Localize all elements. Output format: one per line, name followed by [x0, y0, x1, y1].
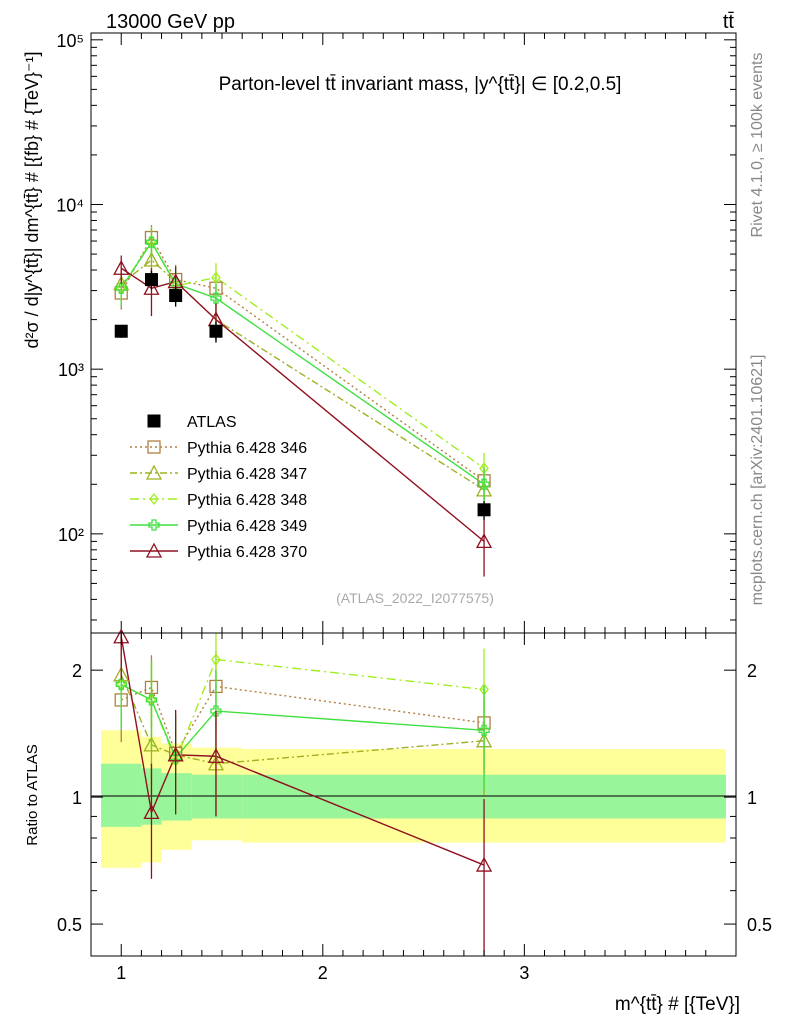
ratio-band-inner: [101, 763, 142, 827]
data-point-p349: [170, 278, 182, 290]
data-point-p349: [210, 292, 222, 304]
ratio-y-axis-label: Ratio to ATLAS: [24, 744, 41, 845]
ratio-point-p349: [478, 724, 490, 736]
ratio-point-p349: [145, 694, 158, 706]
main-y-tick-label: 10⁵: [57, 31, 84, 51]
main-y-axis-label: d²σ / d|y^{tt̄}| dm^{tt̄} # [{fb} # {TeV…: [22, 51, 42, 348]
main-ticks: 10² 10³ 10⁴ 10⁵: [56, 31, 736, 633]
legend-label-p370: Pythia 6.428 370: [187, 544, 307, 561]
data-point-atlas: [144, 273, 158, 287]
ratio-y-tick-label-right: 2: [747, 661, 757, 681]
data-point-p370: [143, 279, 160, 295]
main-y-tick-label: 10²: [58, 525, 84, 545]
data-point-p370: [113, 259, 130, 275]
x-tick-label: 1: [116, 963, 126, 983]
legend-marker-p348: [149, 492, 159, 506]
ratio-line-p346: [120, 685, 485, 755]
data-point-atlas: [114, 324, 128, 338]
main-plot-frame: [90, 32, 737, 634]
data-point-atlas: [477, 503, 491, 517]
data-point-atlas: [209, 324, 223, 338]
legend-label-p347: Pythia 6.428 347: [187, 466, 307, 483]
ratio-y-tick-label-right: 0.5: [747, 915, 772, 935]
data-point-p347: [143, 251, 160, 267]
energy-label: 13000 GeV pp: [106, 11, 235, 33]
main-y-tick-label: 10³: [58, 360, 84, 380]
main-series-marks: [113, 225, 493, 577]
main-y-tick-label: 10⁴: [56, 195, 84, 215]
ratio-band-inner: [191, 774, 243, 819]
x-tick-label: 3: [519, 963, 529, 983]
main-panel: Parton-level tt̄ invariant mass, |y^{tt̄…: [22, 31, 737, 634]
ratio-point-p370: [475, 856, 493, 872]
legend-marker-p347: [145, 464, 163, 480]
x-axis-label: m^{tt̄} # [{TeV}]: [615, 994, 740, 1015]
process-label: tt̄: [723, 11, 735, 33]
ratio-y-tick-label: 2: [72, 661, 82, 681]
ratio-point-p349: [115, 678, 127, 691]
ratio-y-tick-label: 1: [72, 788, 82, 808]
data-point-p348: [211, 271, 221, 284]
ratio-point-p370: [207, 747, 225, 763]
ratio-y-tick-label-right: 1: [747, 788, 757, 808]
data-point-p349: [145, 236, 158, 248]
ratio-panel: 1 2 3 0.5 0.5 1 1 2 2 Ratio to ATLAS m^{tt̄} # […: [24, 628, 772, 1015]
ratio-series-marks: [113, 628, 493, 956]
legend-label-p346: Pythia 6.428 346: [187, 440, 307, 457]
data-point-atlas: [169, 289, 183, 303]
ratio-ticks: 1 2 3 0.5 0.5 1 1 2 2: [57, 633, 772, 983]
legend-label-p348: Pythia 6.428 348: [187, 492, 307, 509]
ratio-point-p349: [210, 705, 222, 717]
rivet-label: Rivet 4.1.0, ≥ 100k events: [749, 53, 766, 238]
legend-label-p349: Pythia 6.428 349: [187, 518, 307, 535]
legend-label-data: ATLAS: [187, 414, 237, 431]
legend-marker-data: [147, 414, 161, 428]
ratio-band-inner: [161, 773, 192, 821]
ratio-y-tick-label: 0.5: [57, 915, 82, 935]
legend: ATLAS Pythia 6.428 346 Pythia 6.428 347 Pyt…: [130, 414, 307, 561]
x-tick-label: 2: [318, 963, 328, 983]
data-point-p349: [478, 478, 490, 490]
ratio-point-p348: [211, 653, 221, 666]
ratio-plot-frame: [90, 632, 737, 957]
ratio-line-p347: [120, 674, 485, 765]
main-title: Parton-level tt̄ invariant mass, |y^{tt̄…: [219, 74, 622, 95]
ratio-uncertainty-bands: [101, 730, 726, 868]
legend-marker-p349: [148, 519, 160, 531]
data-point-p349: [115, 282, 127, 294]
ratio-point-p370: [143, 804, 160, 820]
analysis-label: (ATLAS_2022_I2077575): [336, 590, 494, 606]
data-point-p370: [475, 533, 493, 549]
ratio-point-p370: [167, 746, 184, 762]
legend-marker-p370: [145, 542, 163, 558]
mcplots-label: mcplots.cern.ch [arXiv:2401.10621]: [749, 355, 766, 606]
ratio-point-p347: [143, 736, 160, 752]
legend-marker-p346: [147, 440, 161, 454]
